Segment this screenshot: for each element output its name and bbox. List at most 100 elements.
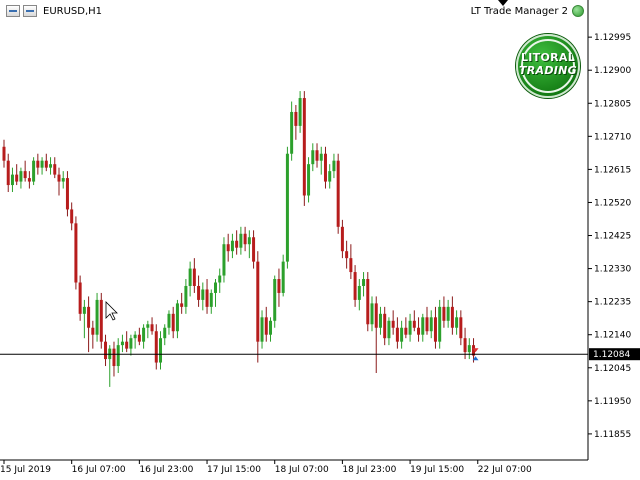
candle — [332, 153, 336, 179]
candle-body — [235, 240, 239, 248]
collapse-arrow-icon[interactable] — [498, 0, 508, 6]
candle-body — [112, 348, 116, 367]
candle — [247, 230, 251, 259]
y-tick-label: 1.12235 — [594, 298, 631, 308]
candle-body — [298, 98, 302, 126]
candle — [201, 282, 205, 311]
candle — [209, 289, 213, 314]
candle — [57, 167, 61, 196]
time-axis[interactable]: 15 Jul 2019 16 Jul 07:00 16 Jul 23:00 17 Ju… — [0, 460, 532, 475]
candle-body — [40, 160, 44, 168]
candle — [146, 320, 150, 339]
candle-body — [23, 171, 27, 179]
candle — [450, 296, 454, 335]
candle — [442, 296, 446, 328]
candle-body — [74, 223, 78, 283]
symbol-menu-icon[interactable] — [6, 5, 20, 17]
candle — [357, 279, 361, 311]
candle-body — [357, 285, 361, 300]
candle — [32, 157, 36, 186]
x-tick-label: 15 Jul 2019 — [0, 465, 51, 475]
candle-body — [400, 327, 404, 342]
candle — [264, 306, 268, 342]
candle — [87, 296, 91, 353]
candle — [65, 171, 69, 217]
candle — [218, 268, 222, 293]
candle — [154, 324, 158, 370]
candle — [421, 313, 425, 342]
candle — [395, 317, 399, 349]
candle — [129, 334, 133, 356]
candle-body — [302, 98, 306, 196]
candle — [472, 338, 476, 363]
y-tick-label: 1.12140 — [594, 331, 631, 341]
candle-body — [180, 303, 184, 307]
candle-body — [315, 150, 319, 161]
timeframe-menu-icon[interactable] — [23, 5, 37, 17]
candle — [137, 327, 141, 346]
candle-body — [218, 275, 222, 283]
candle — [391, 310, 395, 335]
candle-body — [201, 289, 205, 300]
smiley-ea-icon — [572, 5, 584, 17]
candle — [150, 317, 154, 335]
candle — [260, 310, 264, 349]
candle — [340, 219, 344, 259]
candle-body — [129, 338, 133, 349]
candle — [315, 143, 319, 168]
candle — [252, 230, 256, 269]
expert-advisor-label[interactable]: LT Trade Manager 2 — [471, 3, 584, 19]
y-tick-label: 1.12710 — [594, 132, 631, 142]
candle-body — [366, 279, 370, 325]
candle — [459, 310, 463, 346]
candle-body — [167, 313, 171, 328]
candle — [95, 292, 99, 342]
candle-body — [273, 279, 277, 321]
candle-body — [57, 174, 61, 182]
candle — [455, 310, 459, 335]
candle-body — [192, 268, 196, 286]
candle-body — [252, 237, 256, 262]
candle — [70, 202, 74, 231]
candle — [366, 272, 370, 332]
candle-body — [450, 306, 454, 328]
candle — [277, 268, 281, 307]
y-tick-label: 1.12045 — [594, 364, 631, 374]
candle-body — [91, 327, 95, 335]
y-tick-label: 1.12520 — [594, 198, 631, 208]
candle-body — [87, 306, 91, 328]
y-tick-label: 1.12995 — [594, 33, 631, 43]
candle — [74, 216, 78, 290]
candle-body — [27, 178, 31, 182]
candle — [23, 160, 27, 182]
candle-body — [328, 171, 332, 182]
candle — [298, 91, 302, 133]
candle — [290, 101, 294, 161]
candle-body — [44, 160, 48, 168]
candle — [243, 226, 247, 252]
candle-body — [285, 153, 289, 262]
candle — [91, 320, 95, 349]
candle-body — [61, 178, 65, 182]
candle-body — [222, 244, 226, 276]
candle-body — [311, 150, 315, 165]
x-tick-label: 22 Jul 07:00 — [478, 465, 532, 475]
candle-body — [268, 320, 272, 335]
candle — [214, 279, 217, 307]
y-tick-label: 1.12425 — [594, 232, 631, 242]
current-price-label: 1.12084 — [593, 350, 630, 360]
candle-body — [370, 303, 374, 325]
candle-body — [243, 233, 247, 245]
candle-body — [395, 327, 399, 342]
candle-body — [32, 160, 36, 182]
price-axis[interactable]: 1.12995 1.12900 1.12805 1.12710 1.12615 1.125… — [588, 33, 631, 440]
candle — [6, 153, 10, 193]
candle — [175, 299, 179, 339]
candle — [345, 240, 349, 269]
candle — [285, 146, 289, 269]
x-tick-label: 16 Jul 23:00 — [139, 465, 193, 475]
candle — [40, 157, 44, 175]
candle — [370, 296, 374, 332]
